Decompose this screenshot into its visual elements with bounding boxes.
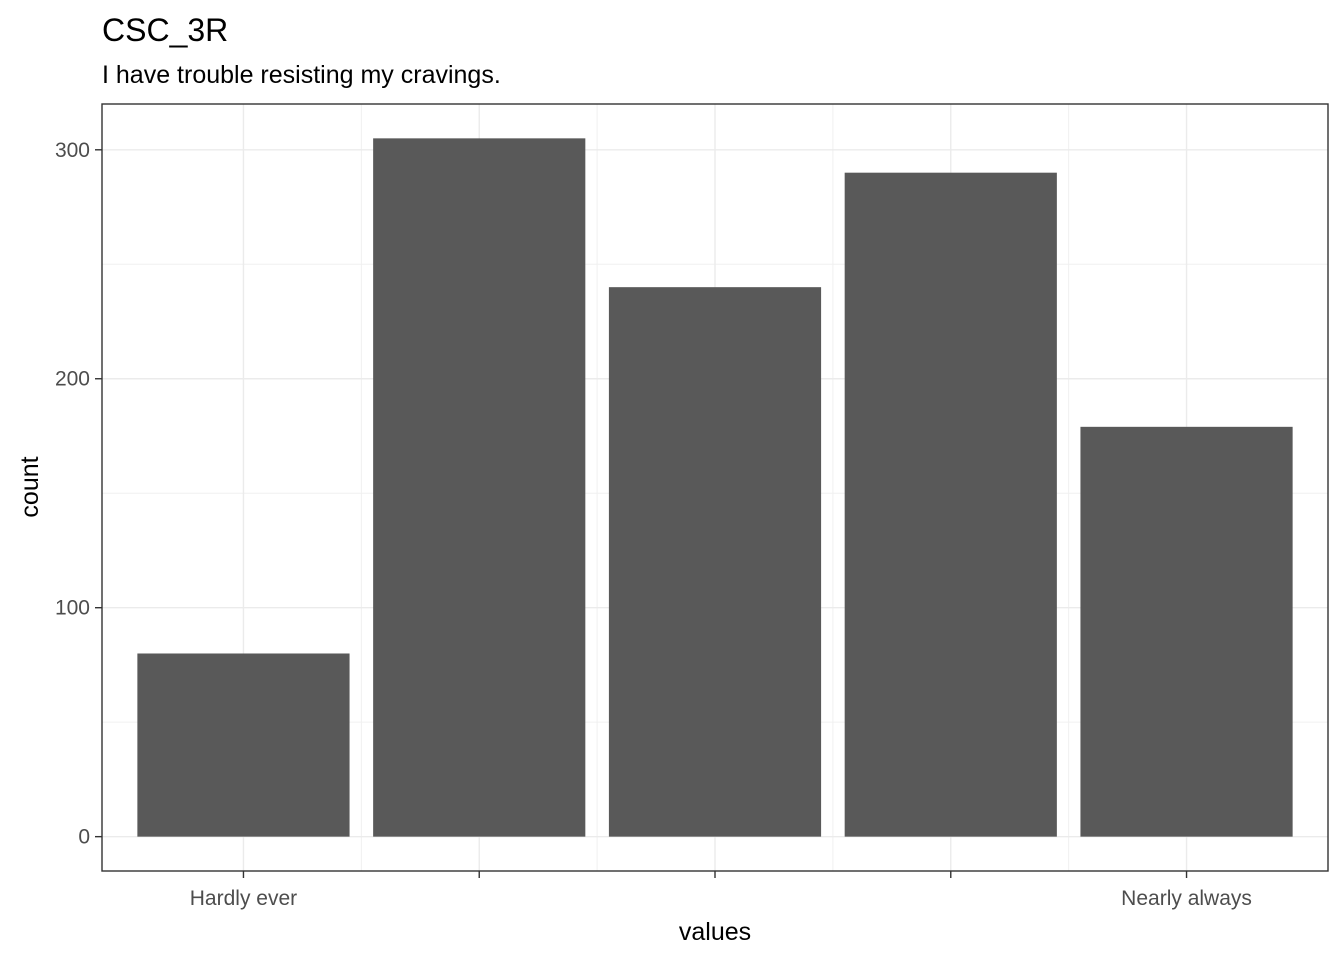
bar-5 (1080, 426, 1293, 837)
x-tick-label: Nearly always (1121, 887, 1252, 910)
bar-3 (608, 287, 822, 837)
bar-4 (844, 172, 1057, 837)
bars (137, 138, 1293, 837)
bar-1 (137, 653, 350, 837)
x-axis: Hardly ever Nearly always (190, 871, 1252, 910)
y-tick-label: 0 (78, 826, 90, 849)
y-tick-label: 200 (55, 368, 90, 391)
chart-subtitle: I have trouble resisting my cravings. (102, 61, 501, 89)
x-tick-label: Hardly ever (190, 887, 297, 910)
y-axis-title: count (16, 456, 44, 517)
y-tick-label: 100 (55, 597, 90, 620)
y-axis: 0 100 200 300 (55, 139, 102, 849)
y-tick-label: 300 (55, 139, 90, 162)
bar-2 (373, 138, 586, 837)
x-axis-title: values (679, 918, 751, 946)
chart-title: CSC_3R (102, 12, 228, 48)
